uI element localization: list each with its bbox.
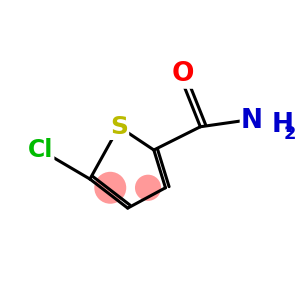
Text: S: S (110, 115, 128, 139)
Ellipse shape (135, 175, 161, 201)
Text: H: H (272, 112, 293, 138)
Ellipse shape (94, 172, 126, 204)
Text: Cl: Cl (28, 138, 53, 162)
Text: 2: 2 (283, 125, 296, 143)
Text: O: O (172, 61, 194, 88)
Text: N: N (241, 108, 263, 134)
